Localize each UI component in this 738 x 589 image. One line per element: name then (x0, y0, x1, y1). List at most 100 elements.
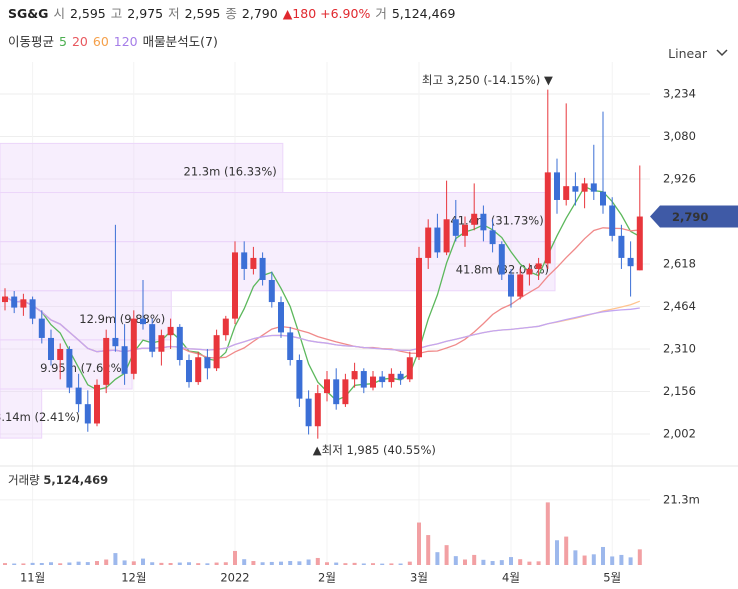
ma-period: 5 (59, 34, 67, 49)
candle-body (241, 252, 248, 269)
volume-bar (444, 545, 449, 565)
volume-bar (3, 563, 7, 565)
candle-body (195, 357, 202, 383)
volume-bar (30, 562, 35, 565)
volume-bar (58, 563, 63, 565)
volume-bar (168, 563, 173, 565)
candle-body (213, 335, 220, 369)
candle-body (29, 299, 36, 319)
y-tick-label: 3,080 (663, 129, 696, 143)
candle-body (94, 384, 100, 424)
candle-body (609, 205, 616, 236)
candle-body (388, 373, 395, 383)
volume-bar (104, 559, 109, 565)
candle-body (618, 235, 625, 258)
volume-bar (288, 561, 293, 565)
candle-body (452, 219, 459, 236)
candle-body (149, 324, 156, 352)
candle-body (590, 183, 597, 192)
candle-body (20, 299, 27, 308)
moving-average-line (4, 185, 641, 402)
last-price-label: 2,790 (672, 210, 708, 224)
candle-body (84, 404, 91, 424)
volume-bar (196, 563, 201, 565)
volume-bar (555, 540, 559, 565)
chevron[interactable] (716, 48, 728, 58)
volume-bar (582, 555, 587, 565)
volume-bar (527, 561, 532, 565)
quote-header: SG&G 시 2,595 고 2,975 저 2,595 종 2,790 ▲180 +6.90% 거… (8, 3, 460, 22)
x-tick-label: 11월 (20, 571, 45, 585)
candle-body (158, 335, 165, 352)
candle-body (535, 263, 542, 269)
volume-bar (352, 562, 357, 565)
profile-label: 3.14m (2.41%) (0, 410, 80, 424)
candle-body (627, 257, 634, 267)
candle-body (186, 360, 192, 383)
quote-item: 종 (225, 6, 237, 21)
volume-bar (472, 554, 477, 565)
profile-band (0, 388, 43, 439)
volume-bar (380, 563, 385, 565)
volume-bar (279, 561, 283, 565)
volume-bar (564, 536, 569, 565)
candle-body (480, 213, 487, 231)
volume-bar (361, 563, 366, 565)
y-tick-label: 2,156 (663, 384, 696, 398)
volume-bar (481, 559, 486, 565)
volume-bar (453, 556, 458, 565)
volume-tick-label: 21.3m (663, 492, 700, 506)
candle-body (324, 379, 330, 394)
candle-body (103, 337, 110, 385)
y-tick-label: 2,926 (663, 171, 696, 185)
legend-title: 이동평균 (8, 34, 55, 49)
candle-body (66, 348, 73, 388)
x-tick-label: 12월 (121, 571, 146, 585)
candle-body (268, 279, 275, 303)
scale-label[interactable]: Linear (668, 46, 708, 61)
volume-title-label: 거래량 (8, 473, 40, 487)
profile-label: 매물분석도(7) (142, 34, 218, 49)
volume-bar (39, 563, 44, 565)
candle-body (554, 172, 560, 200)
volume-bar (417, 522, 421, 565)
y-tick-label: 2,310 (663, 341, 696, 355)
candle-body (75, 387, 82, 405)
volume-bar (76, 561, 81, 565)
candle-body (544, 172, 551, 264)
candle-body (406, 357, 413, 380)
volume-bar (21, 563, 26, 565)
volume-bar (95, 561, 99, 565)
candle-body (508, 274, 514, 297)
volume-bar (601, 546, 605, 565)
volume-bar (315, 557, 320, 565)
indicator-legend: 이동평균 5 20 60 120 매물분석도(7) (8, 31, 223, 50)
candle-body (581, 183, 588, 192)
x-tick-label: 2022 (220, 571, 249, 585)
x-tick-label: 5월 (603, 571, 621, 585)
candle-body (489, 230, 496, 245)
candle-body (517, 274, 524, 297)
candle-body (471, 213, 478, 225)
candle-body (278, 302, 284, 333)
volume-bar (113, 553, 118, 565)
quote-item: ▲180 +6.90% (282, 6, 371, 21)
candle-body (232, 252, 238, 319)
y-tick-label: 2,618 (663, 256, 696, 270)
candle-body (222, 318, 229, 336)
volume-bar (260, 562, 265, 565)
scale-selector[interactable]: Linear (668, 46, 728, 61)
max-annotation: 최고 3,250 (-14.15%) ▼ (422, 73, 553, 87)
volume-bar (177, 562, 182, 565)
candle-body (425, 227, 432, 258)
volume-bar (205, 563, 210, 565)
candle-body (204, 357, 211, 369)
y-tick-label: 2,002 (663, 426, 696, 440)
candle-body (314, 393, 321, 427)
profile-label: 9.95m (7.62%) (40, 361, 126, 375)
volume-bar (306, 559, 311, 565)
quote-item: 2,595 (184, 6, 221, 21)
volume-bar (297, 561, 302, 565)
volume-bar (242, 559, 247, 565)
